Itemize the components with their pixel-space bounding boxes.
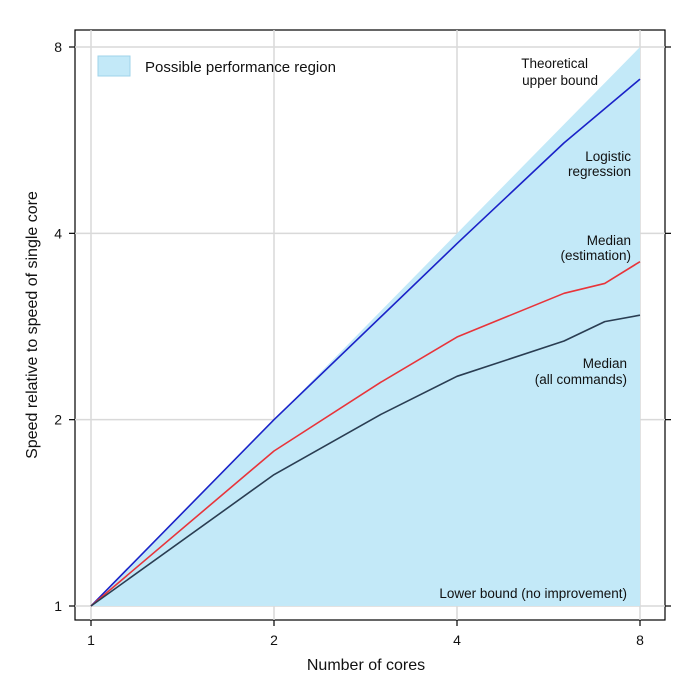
y-tick-label: 8	[54, 39, 62, 55]
annotation-median-estimation-line2: (estimation)	[560, 248, 631, 263]
series-line-median-all-commands	[90, 314, 641, 607]
legend-swatch	[97, 55, 131, 77]
x-axis-title: Number of cores	[307, 657, 425, 674]
y-tick-label: 1	[54, 598, 62, 614]
annotation-median-all-line1: Median	[583, 356, 627, 371]
x-tick-label: 8	[636, 632, 644, 648]
y-axis-title: Speed relative to speed of single core	[24, 191, 41, 459]
annotation-logistic-line2: regression	[568, 164, 631, 179]
y-tick-label: 2	[54, 412, 62, 428]
series-layer	[90, 78, 641, 607]
x-tick-label: 2	[270, 632, 278, 648]
annotation-lower-bound: Lower bound (no improvement)	[439, 586, 627, 601]
y-tick-label: 4	[54, 225, 62, 241]
annotation-logistic-line1: Logistic	[585, 149, 631, 164]
x-tick-label: 1	[87, 632, 95, 648]
series-line-median-estimation	[90, 260, 641, 607]
annotation-median-estimation-line1: Median	[587, 233, 631, 248]
annotation-theoretical-line1: Theoretical	[521, 56, 588, 71]
series-line-logistic-regression	[90, 78, 641, 607]
annotation-theoretical-line2: upper bound	[522, 73, 598, 88]
legend-label: Possible performance region	[145, 59, 336, 76]
annotation-median-all-line2: (all commands)	[535, 372, 627, 387]
x-tick-label: 4	[453, 632, 461, 648]
